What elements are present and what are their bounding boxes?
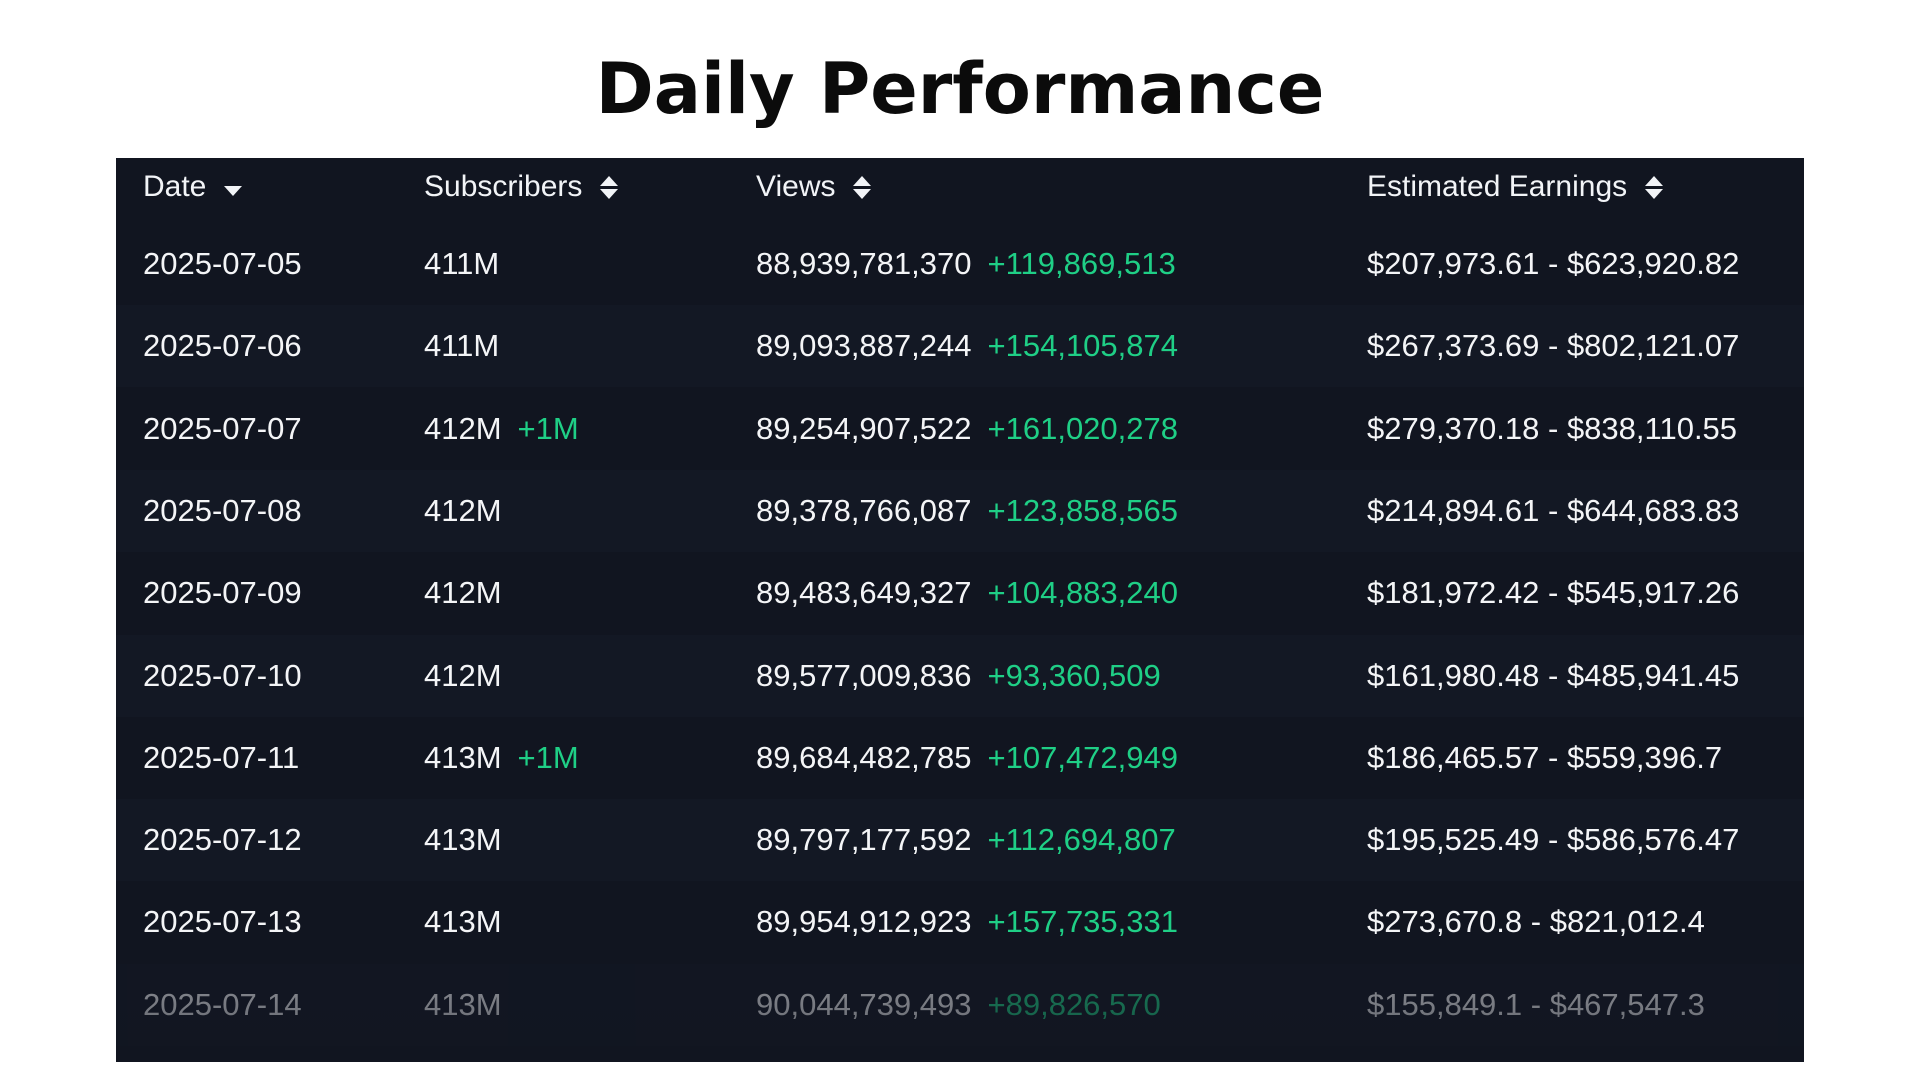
views-value: 90,044,739,493 bbox=[756, 986, 972, 1022]
earnings-cell: $195,525.49 - $586,576.47 bbox=[1367, 822, 1740, 858]
column-header-earnings[interactable]: Estimated Earnings bbox=[1367, 170, 1664, 204]
views-cell: 89,797,177,592 +112,694,807 bbox=[756, 799, 1176, 881]
views-cell: 89,954,912,923 +157,735,331 bbox=[756, 881, 1178, 963]
date-cell: 2025-07-11 bbox=[143, 739, 300, 775]
date-cell: 2025-07-09 bbox=[143, 575, 302, 611]
views-cell: 89,577,009,836 +93,360,509 bbox=[756, 635, 1161, 717]
date-cell: 2025-07-06 bbox=[143, 328, 302, 364]
views-cell: 89,378,766,087 +123,858,565 bbox=[756, 470, 1178, 552]
column-header-label: Date bbox=[143, 170, 207, 203]
views-value: 89,093,887,244 bbox=[756, 328, 972, 364]
column-header-subscribers[interactable]: Subscribers bbox=[424, 170, 619, 204]
column-header-date[interactable]: Date bbox=[143, 170, 243, 204]
views-delta: +154,105,874 bbox=[987, 328, 1179, 364]
table-row: 2025-07-11 413M +1M 89,684,482,785 +107,472,… bbox=[116, 717, 1804, 799]
table-row: 2025-07-12 413M 89,797,177,592 +112,694,807… bbox=[116, 799, 1804, 882]
table-row: 2025-07-07 412M +1M 89,254,907,522 +161,020,… bbox=[116, 388, 1804, 470]
date-cell: 2025-07-12 bbox=[143, 822, 302, 858]
table-row: 2025-07-09 412M 89,483,649,327 +104,883,240… bbox=[116, 552, 1804, 634]
subscribers-value: 413M bbox=[424, 904, 502, 940]
views-delta: +161,020,278 bbox=[987, 410, 1179, 446]
views-cell: 89,684,482,785 +107,472,949 bbox=[756, 717, 1178, 799]
subscribers-cell: 413M bbox=[424, 964, 502, 1046]
subscribers-value: 412M bbox=[424, 492, 502, 528]
views-value: 89,797,177,592 bbox=[756, 822, 972, 858]
earnings-cell: $279,370.18 - $838,110.55 bbox=[1367, 410, 1738, 446]
table-row: 2025-07-13 413M 89,954,912,923 +157,735,331… bbox=[116, 881, 1804, 963]
views-cell: 88,939,781,370 +119,869,513 bbox=[756, 223, 1176, 305]
subscribers-cell: 412M bbox=[424, 552, 502, 634]
earnings-cell: $161,980.48 - $485,941.45 bbox=[1367, 657, 1740, 693]
subscribers-delta: +1M bbox=[517, 410, 579, 446]
views-value: 89,577,009,836 bbox=[756, 657, 972, 693]
date-cell: 2025-07-14 bbox=[143, 986, 302, 1022]
subscribers-value: 412M bbox=[424, 657, 502, 693]
subscribers-cell: 413M bbox=[424, 881, 502, 963]
subscribers-cell: 412M bbox=[424, 635, 502, 717]
column-header-views[interactable]: Views bbox=[756, 170, 872, 204]
views-value: 89,684,482,785 bbox=[756, 739, 972, 775]
table-row: 2025-07-10 412M 89,577,009,836 +93,360,509 $… bbox=[116, 634, 1804, 717]
table-row: 2025-07-06 411M 89,093,887,244 +154,105,874… bbox=[116, 305, 1804, 388]
views-delta: +107,472,949 bbox=[987, 739, 1179, 775]
column-header-label: Estimated Earnings bbox=[1367, 170, 1628, 203]
earnings-cell: $267,373.69 - $802,121.07 bbox=[1367, 328, 1740, 364]
earnings-cell: $181,972.42 - $545,917.26 bbox=[1367, 575, 1740, 611]
earnings-cell: $186,465.57 - $559,396.7 bbox=[1367, 739, 1723, 775]
subscribers-value: 413M bbox=[424, 739, 502, 775]
date-cell: 2025-07-10 bbox=[143, 657, 302, 693]
column-header-label: Subscribers bbox=[424, 170, 583, 203]
subscribers-cell: 411M bbox=[424, 305, 499, 387]
views-delta: +119,869,513 bbox=[987, 246, 1176, 281]
subscribers-value: 412M bbox=[424, 575, 502, 611]
views-cell: 89,483,649,327 +104,883,240 bbox=[756, 552, 1178, 634]
subscribers-value: 412M bbox=[424, 410, 502, 446]
subscribers-delta: +1M bbox=[517, 739, 579, 775]
page-title: Daily Performance bbox=[595, 48, 1325, 130]
subscribers-cell: 412M +1M bbox=[424, 388, 579, 470]
table-row: 2025-07-05 411M 88,939,781,370 +119,869,513… bbox=[116, 223, 1804, 305]
views-delta: +157,735,331 bbox=[987, 904, 1179, 940]
views-delta: +104,883,240 bbox=[987, 575, 1179, 611]
views-cell: 89,254,907,522 +161,020,278 bbox=[756, 388, 1178, 470]
earnings-cell: $214,894.61 - $644,683.83 bbox=[1367, 492, 1740, 528]
subscribers-value: 411M bbox=[424, 246, 500, 281]
views-value: 89,378,766,087 bbox=[756, 492, 972, 528]
date-cell: 2025-07-13 bbox=[143, 904, 302, 940]
column-header-label: Views bbox=[756, 170, 836, 203]
views-delta: +89,826,570 bbox=[987, 986, 1161, 1022]
sort-updown-icon[interactable] bbox=[600, 175, 619, 199]
table-row: 2025-07-14 413M 90,044,739,493 +89,826,570 $… bbox=[116, 963, 1804, 1046]
date-cell: 2025-07-05 bbox=[143, 246, 302, 281]
views-delta: +123,858,565 bbox=[987, 492, 1179, 528]
sort-updown-icon[interactable] bbox=[853, 175, 872, 199]
views-delta: +93,360,509 bbox=[987, 657, 1161, 693]
subscribers-value: 413M bbox=[424, 986, 502, 1022]
subscribers-value: 411M bbox=[424, 328, 500, 364]
views-delta: +112,694,807 bbox=[987, 822, 1176, 858]
subscribers-cell: 412M bbox=[424, 470, 502, 552]
subscribers-value: 413M bbox=[424, 822, 502, 858]
table-row: 2025-07-08 412M 89,378,766,087 +123,858,565… bbox=[116, 469, 1804, 552]
views-value: 89,254,907,522 bbox=[756, 410, 972, 446]
earnings-cell: $155,849.1 - $467,547.3 bbox=[1367, 986, 1705, 1022]
date-cell: 2025-07-08 bbox=[143, 492, 302, 528]
subscribers-cell: 413M bbox=[424, 799, 502, 881]
views-value: 88,939,781,370 bbox=[756, 246, 972, 281]
earnings-cell: $273,670.8 - $821,012.4 bbox=[1367, 904, 1705, 940]
views-value: 89,483,649,327 bbox=[756, 575, 972, 611]
earnings-cell: $207,973.61 - $623,920.82 bbox=[1367, 246, 1740, 281]
subscribers-cell: 413M +1M bbox=[424, 717, 579, 799]
views-cell: 89,093,887,244 +154,105,874 bbox=[756, 305, 1178, 387]
sort-updown-icon[interactable] bbox=[1645, 175, 1664, 199]
views-value: 89,954,912,923 bbox=[756, 904, 972, 940]
daily-performance-table: Date Subscribers Views Estimated Earning… bbox=[116, 158, 1804, 1062]
date-cell: 2025-07-07 bbox=[143, 410, 302, 446]
caret-down-icon[interactable] bbox=[224, 186, 243, 196]
subscribers-cell: 411M bbox=[424, 223, 499, 305]
table-header: Date Subscribers Views Estimated Earning… bbox=[116, 158, 1804, 222]
views-cell: 90,044,739,493 +89,826,570 bbox=[756, 964, 1161, 1046]
